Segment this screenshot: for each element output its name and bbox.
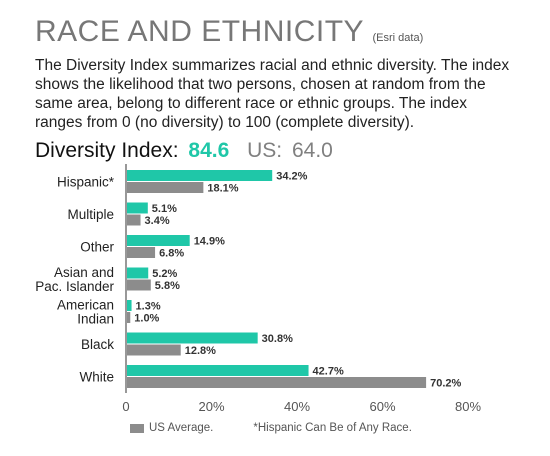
bar-us: [127, 312, 131, 323]
x-tick-label: 20%: [198, 399, 224, 414]
data-label: 42.7%: [313, 366, 344, 378]
bar-us: [127, 182, 204, 193]
bar-local: [127, 170, 273, 181]
description-text: The Diversity Index summarizes racial an…: [35, 57, 510, 131]
legend-us-label: US Average.: [149, 422, 214, 434]
diversity-index-label: Diversity Index:: [35, 139, 179, 162]
category-label: Asian and: [54, 265, 114, 280]
bar-us: [127, 344, 181, 356]
data-label: 5.2%: [152, 268, 177, 280]
legend-hispanic-note: *Hispanic Can Be of Any Race.: [253, 422, 412, 434]
data-label: 18.1%: [207, 183, 238, 195]
bar-us: [127, 279, 151, 291]
data-label: 3.4%: [145, 215, 170, 227]
chart-legend: US Average. *Hispanic Can Be of Any Race…: [130, 422, 412, 434]
category-label: Hispanic*: [57, 175, 115, 190]
x-tick-label: 40%: [284, 399, 310, 414]
diversity-index-value: 84.6: [188, 139, 230, 162]
data-label: 6.8%: [159, 248, 184, 260]
us-index-value: 64.0: [291, 139, 333, 162]
category-label: Pac. Islander: [35, 279, 114, 294]
bar-us: [127, 214, 141, 226]
data-source-note: (Esri data): [372, 32, 424, 44]
category-label: Multiple: [67, 207, 114, 222]
data-label: 12.8%: [185, 345, 216, 357]
x-tick-label: 60%: [369, 399, 395, 414]
category-label: Other: [80, 240, 114, 255]
legend-us-swatch: [130, 423, 144, 433]
category-label: Indian: [77, 312, 114, 327]
data-label: 5.1%: [152, 203, 177, 215]
category-label: White: [79, 370, 114, 385]
bar-local: [127, 365, 309, 376]
bar-local: [127, 300, 132, 311]
bar-local: [127, 267, 149, 279]
diversity-index-row: Diversity Index: 84.6 US: 64.0: [35, 139, 333, 163]
bar-us: [127, 247, 156, 258]
us-index-label: US:: [247, 139, 283, 162]
bar-us: [127, 377, 427, 388]
data-label: 34.2%: [276, 171, 307, 183]
x-tick-label: 80%: [455, 399, 481, 414]
data-label: 5.8%: [155, 280, 180, 292]
data-label: 70.2%: [430, 378, 461, 390]
data-label: 1.3%: [136, 301, 161, 313]
bar-local: [127, 332, 258, 344]
bar-local: [127, 235, 190, 246]
x-tick-label: 0: [122, 399, 129, 414]
data-label: 14.9%: [194, 236, 225, 248]
title-row: RACE AND ETHNICITY (Esri data): [35, 15, 423, 49]
bar-local: [127, 202, 148, 214]
category-label: Black: [81, 337, 114, 352]
page-title: RACE AND ETHNICITY: [35, 15, 365, 48]
category-label: American: [57, 298, 114, 313]
data-label: 30.8%: [262, 333, 293, 345]
data-label: 1.0%: [134, 313, 159, 325]
